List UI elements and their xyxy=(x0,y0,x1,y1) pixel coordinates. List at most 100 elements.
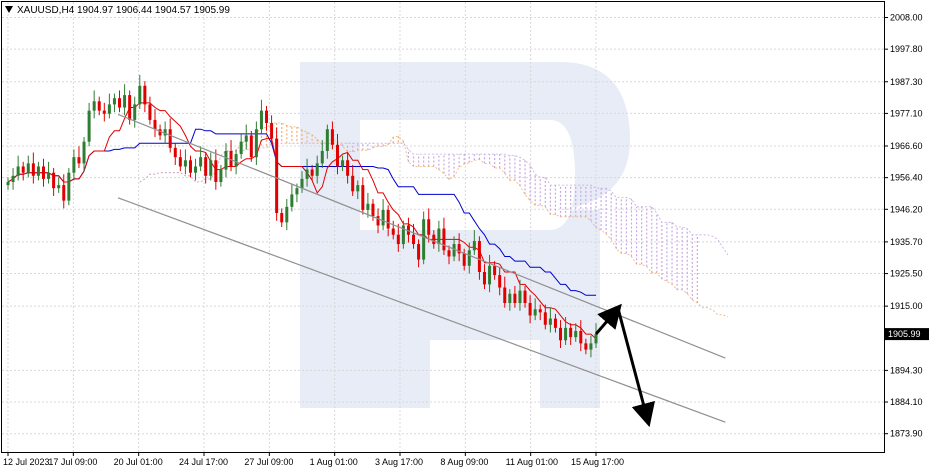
candle-body xyxy=(584,343,588,350)
candle-body xyxy=(112,98,116,105)
candle-body xyxy=(11,175,15,182)
candle-body xyxy=(477,240,481,272)
candle-body xyxy=(553,318,557,328)
senkou-span-a-line xyxy=(139,122,728,318)
candle-body xyxy=(280,213,284,223)
candle-body xyxy=(513,293,517,304)
candle-body xyxy=(118,98,122,108)
candle-body xyxy=(224,150,228,170)
candle-body xyxy=(533,309,537,316)
candle-body xyxy=(452,244,456,257)
x-tick-label: 17 Jul 09:00 xyxy=(48,457,97,467)
candle-body xyxy=(209,160,213,176)
candle-body xyxy=(6,182,10,186)
candle-body xyxy=(361,185,365,210)
candle-body xyxy=(528,303,532,316)
candle-body xyxy=(148,104,152,120)
x-tick-label: 12 Jul 2023 xyxy=(3,457,50,467)
candle-body xyxy=(82,141,86,164)
candle-body xyxy=(579,330,583,344)
y-tick-label: 1956.40 xyxy=(890,173,923,183)
tenkan-sen-line xyxy=(7,102,597,340)
candle-body xyxy=(138,85,142,105)
candle-body xyxy=(270,123,274,139)
candle-body xyxy=(381,209,385,226)
indicator-lines xyxy=(7,102,597,340)
candle-body xyxy=(97,101,101,111)
candle-body xyxy=(41,166,45,179)
candle-body xyxy=(47,172,51,179)
current-price-tag xyxy=(885,328,929,341)
candle-body xyxy=(107,104,111,114)
candle-body xyxy=(482,272,486,285)
candle-body xyxy=(183,160,187,167)
candle-body xyxy=(16,166,20,176)
candle-body xyxy=(31,163,35,176)
forecast-down-arrow xyxy=(616,307,655,428)
candle-body xyxy=(254,129,258,158)
candle-body xyxy=(265,110,269,124)
y-axis: 2008.00 1997.80 1987.30 1977.10 1966.60 1956.… xyxy=(884,13,929,439)
header-triangle-icon xyxy=(5,6,13,13)
channel-line xyxy=(117,197,726,423)
candle-body xyxy=(335,144,339,167)
candle-body xyxy=(442,228,446,251)
candle-body xyxy=(422,219,426,260)
candle-body xyxy=(275,138,279,214)
forecast-arrows xyxy=(594,303,655,428)
candle-body xyxy=(376,216,380,226)
candle-body xyxy=(290,194,294,207)
candle-body xyxy=(102,110,106,114)
candle-body xyxy=(26,163,30,173)
candle-body xyxy=(72,157,76,173)
candle-body xyxy=(330,129,334,145)
candle-body xyxy=(52,172,56,189)
candle-body xyxy=(123,95,127,108)
current-price-label: 1905.99 xyxy=(888,329,921,339)
candle-body xyxy=(153,119,157,130)
candle-body xyxy=(346,160,350,176)
y-tick-label: 1946.20 xyxy=(890,204,923,214)
candle-body xyxy=(508,293,512,304)
y-tick-label: 1935.70 xyxy=(890,237,923,247)
x-tick-label: 27 Jul 09:00 xyxy=(244,457,293,467)
candle-body xyxy=(199,157,203,167)
candle-body xyxy=(21,166,25,173)
candle-body xyxy=(589,343,593,350)
candle-body xyxy=(351,175,355,192)
candle-body xyxy=(341,160,345,167)
candle-body xyxy=(194,166,198,173)
candle-body xyxy=(548,318,552,325)
candle-body xyxy=(412,234,416,245)
candle-body xyxy=(128,95,132,120)
candle-body xyxy=(62,185,66,201)
candle-body xyxy=(538,309,542,313)
candle-body xyxy=(564,327,568,341)
candle-body xyxy=(305,169,309,179)
y-tick-label: 1966.60 xyxy=(890,141,923,151)
candle-body xyxy=(325,129,329,151)
candle-body xyxy=(559,327,563,341)
candle-body xyxy=(143,85,147,105)
candle-body xyxy=(574,330,578,338)
x-tick-label: 24 Jul 17:00 xyxy=(179,457,228,467)
candle-body xyxy=(234,154,238,167)
candle-body xyxy=(87,110,91,142)
candle-body xyxy=(447,250,451,257)
candle-body xyxy=(427,219,431,235)
candle-body xyxy=(204,157,208,176)
candle-body xyxy=(229,150,233,167)
candle-body xyxy=(518,290,522,304)
candle-body xyxy=(462,253,466,266)
candle-body xyxy=(396,234,400,245)
candle-body xyxy=(498,275,502,288)
candle-body xyxy=(67,172,71,201)
candle-body xyxy=(401,225,405,245)
candle-body xyxy=(77,157,81,164)
ohlc-label: 1904.97 1906.44 1904.57 1905.99 xyxy=(77,5,230,16)
candle-body xyxy=(437,228,441,245)
candle-body xyxy=(188,160,192,173)
candle-body xyxy=(417,244,421,260)
candle-body xyxy=(406,225,410,235)
